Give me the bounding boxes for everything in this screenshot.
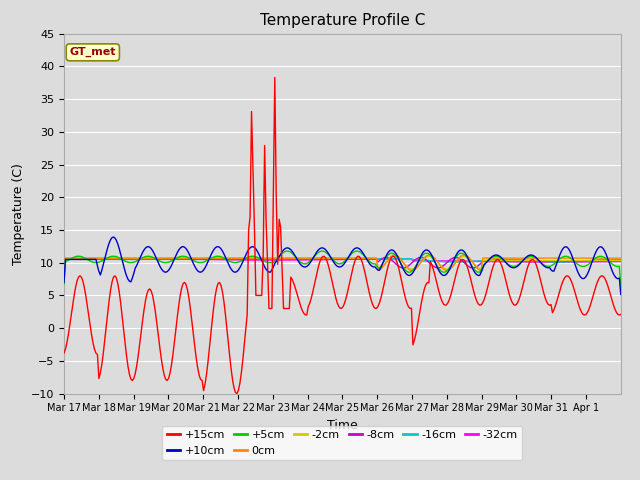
Text: GT_met: GT_met: [70, 47, 116, 58]
Title: Temperature Profile C: Temperature Profile C: [260, 13, 425, 28]
Legend: +15cm, +10cm, +5cm, 0cm, -2cm, -8cm, -16cm, -32cm: +15cm, +10cm, +5cm, 0cm, -2cm, -8cm, -16…: [163, 426, 522, 460]
X-axis label: Time: Time: [327, 419, 358, 432]
Y-axis label: Temperature (C): Temperature (C): [12, 163, 26, 264]
